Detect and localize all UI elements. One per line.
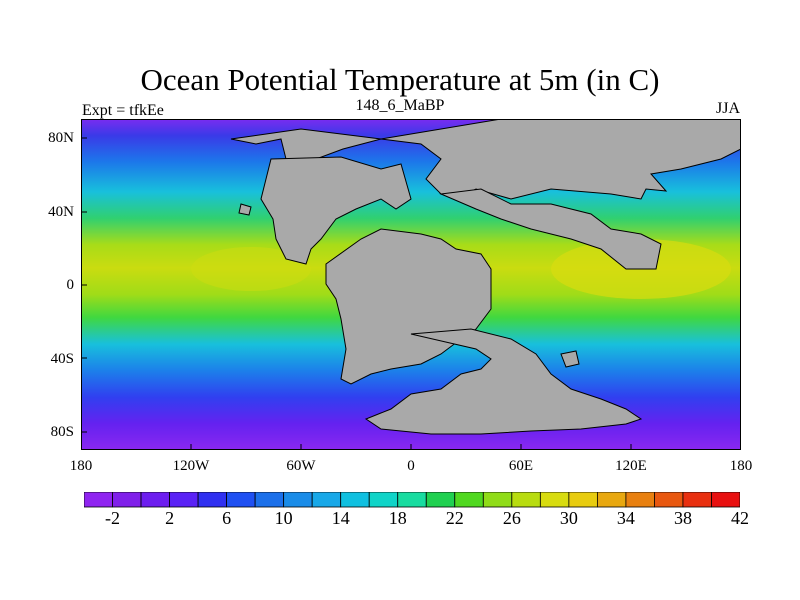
colorbar-label: 26	[502, 508, 521, 528]
colorbar-box	[311, 492, 342, 508]
colorbar-box	[169, 492, 199, 508]
colorbar-label: 42	[731, 508, 749, 528]
temperature-map	[81, 119, 741, 450]
colorbar-box	[84, 492, 113, 508]
land-island-2	[560, 350, 580, 368]
colorbar-label: 38	[673, 508, 692, 528]
colorbar-box	[539, 492, 570, 508]
lat-label-0: 0	[66, 277, 75, 293]
map-title: Ocean Potential Temperature at 5m (in C)	[140, 62, 660, 97]
colorbar-box	[625, 492, 655, 508]
lon-label-180w: 180	[69, 458, 93, 474]
colorbar-box	[226, 492, 256, 508]
colorbar-box	[397, 492, 427, 508]
colorbar-box	[197, 492, 228, 508]
colorbar	[84, 492, 740, 508]
colorbar-box	[654, 492, 684, 508]
colorbar-box	[368, 492, 399, 508]
colorbar-label: 30	[559, 508, 578, 528]
land-gondwana	[325, 228, 492, 385]
lon-label-60w: 60W	[286, 458, 316, 474]
colorbar-label: 18	[388, 508, 407, 528]
warm-pool-west	[191, 247, 311, 291]
lat-label-40n: 40N	[48, 204, 74, 220]
colorbar-label: -2	[105, 508, 121, 528]
land-asia	[439, 188, 662, 270]
colorbar-box	[254, 492, 285, 508]
colorbar-box	[682, 492, 712, 508]
land-island-1	[238, 203, 252, 216]
colorbar-box	[283, 492, 313, 508]
lon-label-180e: 180	[729, 458, 753, 474]
lon-label-120e: 120E	[615, 458, 647, 474]
colorbar-label: 2	[165, 508, 175, 528]
colorbar-box	[482, 492, 513, 508]
lat-label-80s: 80S	[50, 424, 74, 440]
lon-label-60e: 60E	[508, 458, 534, 474]
colorbar-box	[596, 492, 627, 508]
colorbar-label: 14	[331, 508, 350, 528]
land-antarctic	[364, 328, 643, 435]
colorbar-box	[511, 492, 541, 508]
colorbar-label: 34	[616, 508, 635, 528]
colorbar-label: 10	[274, 508, 293, 528]
colorbar-box	[711, 492, 740, 508]
map-canvas	[81, 119, 741, 450]
colorbar-label: 6	[222, 508, 232, 528]
time-label: 148_6_MaBP	[355, 97, 445, 114]
colorbar-box	[454, 492, 484, 508]
experiment-label: Expt = tfkEe	[82, 102, 164, 119]
colorbar-box	[140, 492, 170, 508]
lat-label-80n: 80N	[48, 130, 74, 146]
colorbar-box	[340, 492, 370, 508]
colorbar-label: 22	[445, 508, 464, 528]
colorbar-box	[568, 492, 598, 508]
lon-label-0: 0	[407, 458, 415, 474]
lon-label-120w: 120W	[172, 458, 210, 474]
lat-label-40s: 40S	[50, 351, 74, 367]
season-label: JJA	[715, 100, 740, 117]
land-laurasia	[260, 156, 412, 265]
colorbar-box	[425, 492, 456, 508]
colorbar-box	[112, 492, 142, 508]
